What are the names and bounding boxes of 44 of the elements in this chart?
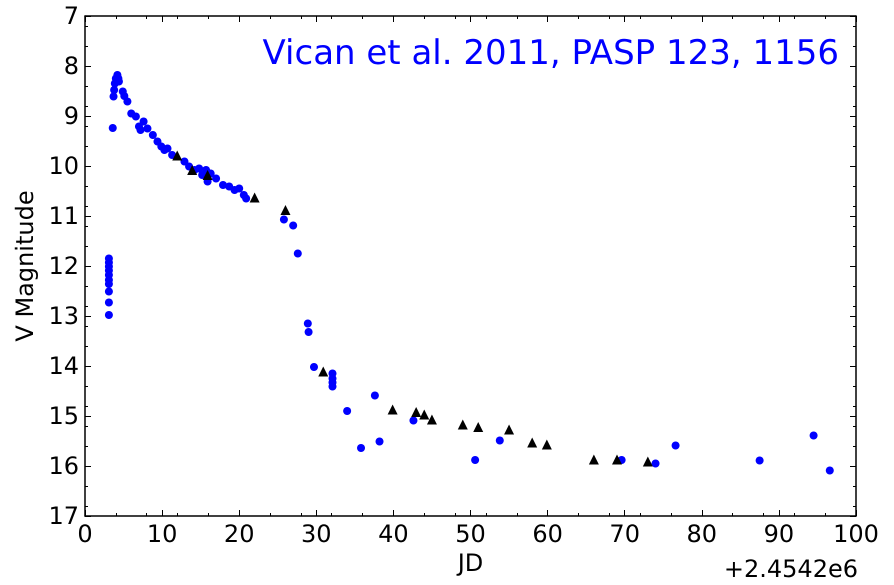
x-tick-label: 40 (378, 520, 409, 548)
point (318, 366, 328, 376)
point (527, 438, 538, 448)
point (250, 192, 260, 202)
point (588, 454, 599, 464)
x-tick-label: 90 (764, 520, 794, 548)
point (202, 170, 213, 180)
point (172, 150, 182, 160)
point (473, 422, 484, 432)
point (612, 454, 622, 464)
x-tick-label: 100 (833, 520, 879, 548)
x-tick-label: 70 (609, 520, 640, 548)
x-tick-label: 80 (686, 520, 718, 548)
point (642, 456, 653, 466)
annotation: Vican et al. 2011, PASP 123, 1156 (262, 33, 840, 73)
x-tick-label: 50 (455, 520, 486, 548)
y-tick-label: 16 (48, 452, 79, 480)
x-tick-label: 10 (146, 520, 178, 548)
y-tick-label: 15 (48, 402, 79, 430)
point (458, 420, 468, 430)
point (504, 424, 514, 434)
y-tick-label: 7 (64, 2, 79, 30)
x-tick-label: 20 (224, 520, 254, 548)
y-tick-label: 10 (48, 152, 79, 180)
point (426, 414, 437, 424)
point (388, 404, 398, 414)
y-tick-label: 17 (48, 502, 79, 530)
x-tick-label: 0 (77, 520, 93, 548)
x-tick-label: 30 (301, 520, 332, 548)
x-axis-title: JD (456, 548, 484, 577)
point (187, 165, 198, 175)
y-tick-label: 12 (48, 252, 79, 280)
y-tick-label: 9 (64, 102, 79, 130)
text: +2.4542e6 (724, 555, 858, 583)
y-tick-label: 13 (48, 302, 79, 330)
x-tick-label: 60 (532, 520, 563, 548)
y-tick-label: 14 (48, 352, 79, 380)
y-tick-label: 8 (64, 52, 79, 80)
point (542, 440, 552, 450)
point (419, 410, 430, 420)
point (411, 407, 422, 417)
y-tick-label: 11 (48, 202, 79, 230)
point (280, 205, 290, 215)
y-axis-title: V Magnitude (11, 190, 39, 342)
